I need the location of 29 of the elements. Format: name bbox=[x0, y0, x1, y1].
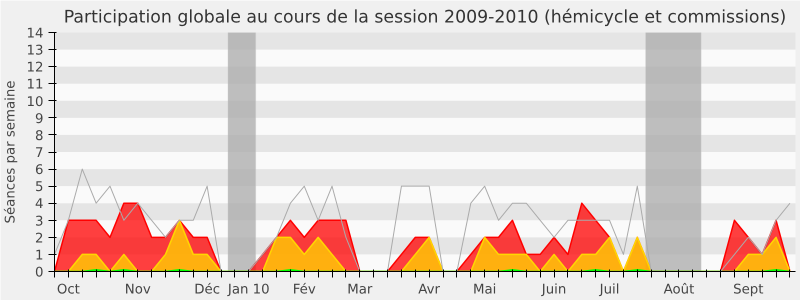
x-tick-label: Juil bbox=[598, 282, 620, 298]
x-tick-label: Sept bbox=[733, 282, 764, 298]
chart-title: Participation globale au cours de la session 2009-2010 (hémicycle et commissions) bbox=[64, 8, 786, 28]
y-tick-label: 0 bbox=[35, 266, 44, 280]
x-tick-label: Déc bbox=[194, 282, 220, 298]
x-tick-label: Jan 10 bbox=[226, 282, 270, 298]
x-tick-label: Oct bbox=[56, 282, 80, 298]
x-tick-label: Fév bbox=[292, 282, 316, 298]
x-tick-label: Mai bbox=[472, 282, 496, 298]
y-tick-label: 7 bbox=[35, 146, 44, 161]
y-axis-title: Séances par semaine bbox=[4, 80, 19, 224]
y-tick-label: 13 bbox=[26, 44, 44, 59]
y-tick-label: 4 bbox=[35, 197, 44, 212]
x-tick-label: Nov bbox=[124, 282, 151, 298]
y-tick-label: 14 bbox=[26, 26, 44, 42]
y-tick-label: 5 bbox=[35, 180, 44, 196]
y-tick-label: 11 bbox=[26, 78, 44, 93]
x-tick-label: Juin bbox=[540, 282, 566, 298]
x-tick-label: Avr bbox=[418, 282, 441, 298]
y-tick-label: 6 bbox=[35, 163, 44, 178]
y-tick-label: 2 bbox=[35, 231, 44, 246]
x-tick-label: Août bbox=[664, 282, 694, 298]
x-tick-label: Mar bbox=[347, 282, 373, 298]
y-tick-label: 8 bbox=[35, 128, 44, 144]
y-tick-label: 1 bbox=[35, 248, 44, 264]
y-tick-label: 3 bbox=[35, 214, 44, 230]
y-tick-label: 12 bbox=[26, 60, 44, 76]
y-tick-label: 10 bbox=[26, 94, 44, 110]
y-tick-label: 9 bbox=[35, 112, 44, 127]
